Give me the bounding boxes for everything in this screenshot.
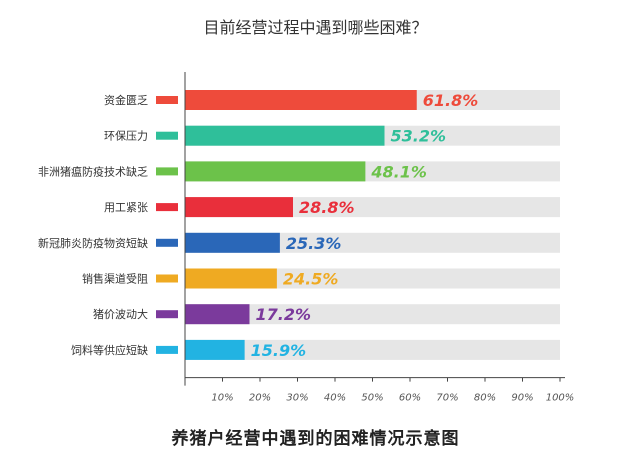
x-tick-label: 60%	[399, 393, 421, 404]
x-tick-label: 70%	[436, 393, 458, 404]
value-label: 17.2%	[256, 305, 312, 324]
bar	[185, 90, 417, 110]
category-label: 用工紧张	[104, 201, 148, 214]
category-label: 销售渠道受阻	[82, 272, 148, 286]
x-tick-label: 100%	[546, 393, 575, 404]
x-tick-label: 80%	[474, 393, 496, 404]
x-tick-label: 50%	[361, 393, 383, 404]
x-tick-label: 30%	[286, 393, 308, 404]
legend-swatch	[156, 345, 178, 354]
bar-chart: 61.8% 资金匮乏 53.2% 环保压力 48.1% 非洲猪瘟防疫技术缺乏 28.8% 用工…	[38, 72, 575, 404]
bar	[185, 161, 366, 182]
category-label: 饲料等供应短缺	[71, 343, 148, 357]
legend-swatch	[156, 274, 178, 283]
bar	[185, 232, 280, 253]
legend-swatch	[156, 310, 178, 319]
category-label: 新冠肺炎防疫物资短缺	[38, 236, 148, 250]
value-label: 24.5%	[283, 270, 339, 289]
value-label: 28.8%	[299, 198, 355, 217]
legend-swatch	[156, 167, 178, 176]
bar	[185, 268, 277, 289]
value-label: 15.9%	[251, 341, 307, 360]
value-label: 61.8%	[423, 91, 479, 110]
bar	[185, 339, 245, 360]
x-tick-label: 40%	[324, 393, 346, 404]
category-label: 资金匮乏	[104, 93, 148, 107]
chart-caption: 养猪户经营中遇到的困难情况示意图	[171, 429, 460, 449]
legend-swatch	[156, 203, 178, 212]
bar-track	[185, 339, 560, 360]
bar-track	[185, 268, 560, 289]
category-label: 非洲猪瘟防疫技术缺乏	[38, 164, 148, 178]
x-tick-label: 90%	[511, 393, 533, 404]
bar-track	[185, 304, 560, 325]
legend-swatch	[156, 131, 178, 140]
x-tick-label: 10%	[211, 393, 233, 404]
value-label: 25.3%	[286, 234, 342, 253]
category-label: 猪价波动大	[93, 307, 148, 321]
x-tick-label: 20%	[249, 393, 271, 404]
value-label: 48.1%	[370, 162, 427, 181]
category-label: 环保压力	[104, 129, 148, 143]
chart-title: 目前经营过程中遇到哪些困难？	[203, 18, 428, 37]
legend-swatch	[156, 238, 178, 247]
value-label: 53.2%	[391, 127, 447, 146]
legend-swatch	[156, 96, 178, 104]
bar	[185, 125, 385, 146]
bar	[185, 197, 293, 218]
bar	[185, 304, 250, 325]
